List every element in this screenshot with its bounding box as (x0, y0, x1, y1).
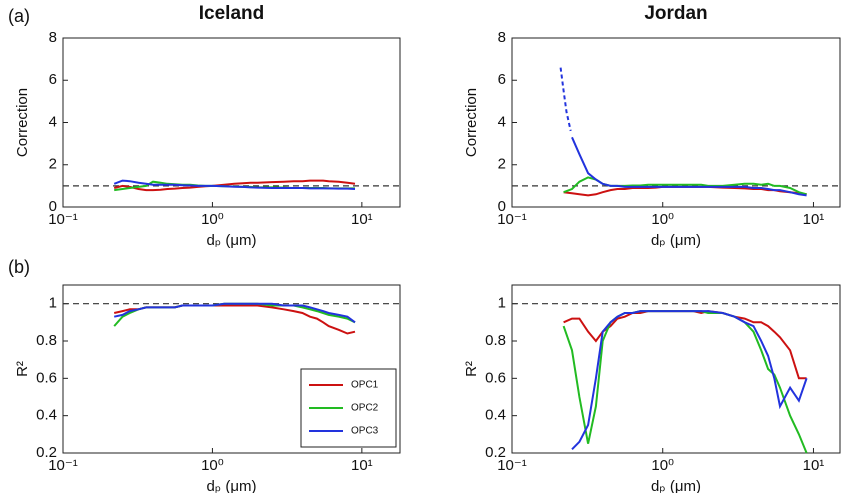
x-axis-label: dₚ (μm) (206, 232, 256, 249)
x-tick-label: 10⁰ (651, 211, 674, 228)
x-tick-label: 10⁰ (651, 457, 674, 474)
y-tick-label: 1 (49, 295, 57, 312)
chart-title: Iceland (199, 3, 264, 24)
y-tick-label: 2 (49, 156, 57, 173)
plot-frame (511, 284, 841, 454)
y-tick-label: 8 (49, 29, 57, 46)
series-line (113, 179, 356, 190)
extrapolated-line (559, 67, 572, 132)
y-tick-label: 0.8 (36, 332, 57, 349)
x-tick-label: 10¹ (803, 457, 825, 474)
series-line (113, 179, 356, 192)
y-tick-label: 0.4 (485, 407, 506, 424)
series-line (113, 302, 356, 324)
y-tick-label: 0.4 (36, 407, 57, 424)
y-axis-label: Correction (14, 88, 31, 157)
legend-label: OPC3 (351, 426, 379, 437)
y-tick-label: 4 (49, 113, 57, 130)
y-tick-label: 8 (498, 29, 506, 46)
panel-label: (a) (8, 6, 30, 26)
legend-box (300, 368, 397, 448)
x-tick-label: 10¹ (351, 457, 373, 474)
x-tick-label: 10¹ (351, 211, 373, 228)
x-tick-label: 10¹ (803, 211, 825, 228)
y-tick-label: 2 (498, 156, 506, 173)
y-tick-label: 4 (498, 113, 506, 130)
y-tick-label: 1 (498, 295, 506, 312)
y-tick-label: 0.6 (485, 369, 506, 386)
x-tick-label: 10⁰ (201, 211, 224, 228)
x-tick-label: 10⁻¹ (48, 457, 78, 474)
legend-label: OPC1 (351, 380, 379, 391)
y-tick-label: 6 (49, 71, 57, 88)
y-axis-label: R² (14, 361, 31, 377)
y-tick-label: 0.6 (36, 369, 57, 386)
y-axis-label: Correction (463, 88, 480, 157)
chart-title: Jordan (644, 3, 707, 24)
y-tick-label: 0 (498, 198, 506, 215)
y-tick-label: 0.2 (485, 444, 506, 461)
series-line (571, 310, 808, 451)
x-axis-label: dₚ (μm) (651, 478, 701, 493)
plot-frame (511, 37, 841, 208)
series-line (563, 185, 807, 197)
x-tick-label: 10⁰ (201, 457, 224, 474)
x-tick-label: 10⁻¹ (497, 457, 527, 474)
plot-frame (62, 37, 401, 208)
series-line (562, 310, 808, 454)
y-tick-label: 0.2 (36, 444, 57, 461)
x-axis-label: dₚ (μm) (651, 232, 701, 249)
x-axis-label: dₚ (μm) (206, 478, 256, 493)
x-tick-label: 10⁻¹ (497, 211, 527, 228)
plot-frame (62, 284, 401, 454)
y-tick-label: 6 (498, 71, 506, 88)
y-tick-label: 0 (49, 198, 57, 215)
legend-label: OPC2 (351, 403, 379, 414)
y-axis-label: R² (463, 361, 480, 377)
panel-label: (b) (8, 257, 30, 277)
x-tick-label: 10⁻¹ (48, 211, 78, 228)
y-tick-label: 0.8 (485, 332, 506, 349)
series-line (571, 136, 807, 197)
